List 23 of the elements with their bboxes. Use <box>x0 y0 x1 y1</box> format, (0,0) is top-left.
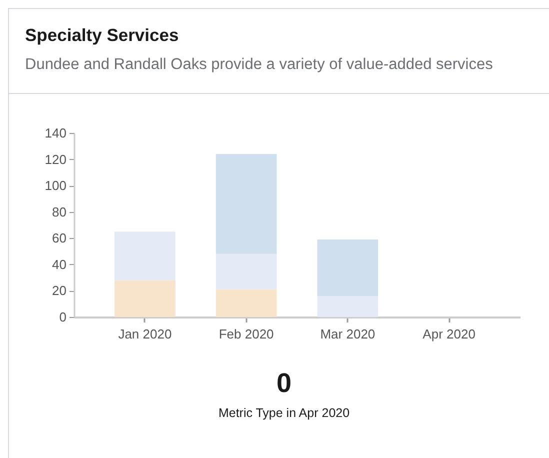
bar <box>216 289 277 317</box>
bar <box>114 280 176 317</box>
y-tick-label: 0 <box>59 310 66 324</box>
x-tick-label: Feb 2020 <box>218 326 274 342</box>
y-tick-label: 20 <box>52 283 66 298</box>
bar <box>216 154 277 254</box>
y-tick-label: 80 <box>52 204 66 220</box>
bar <box>317 296 378 317</box>
text: 0 <box>275 368 293 399</box>
bar <box>216 254 277 290</box>
text: Metric Type in Apr 2020 <box>217 406 351 420</box>
y-tick-label: 140 <box>44 126 66 140</box>
chart-subtitle: Dundee and Randall Oaks provide a variety of value-added services <box>25 56 493 74</box>
chart-title: Specialty Services <box>25 25 179 46</box>
x-tick-label: Apr 2020 <box>422 326 476 342</box>
x-tick-label: Jan 2020 <box>118 326 172 342</box>
bar <box>317 239 378 296</box>
y-tick-label: 60 <box>52 230 66 246</box>
y-tick-label: 100 <box>44 178 66 194</box>
x-tick-label: Mar 2020 <box>320 326 376 342</box>
y-tick-label: 40 <box>52 256 66 272</box>
y-tick-label: 120 <box>44 152 66 167</box>
bar <box>114 232 176 280</box>
